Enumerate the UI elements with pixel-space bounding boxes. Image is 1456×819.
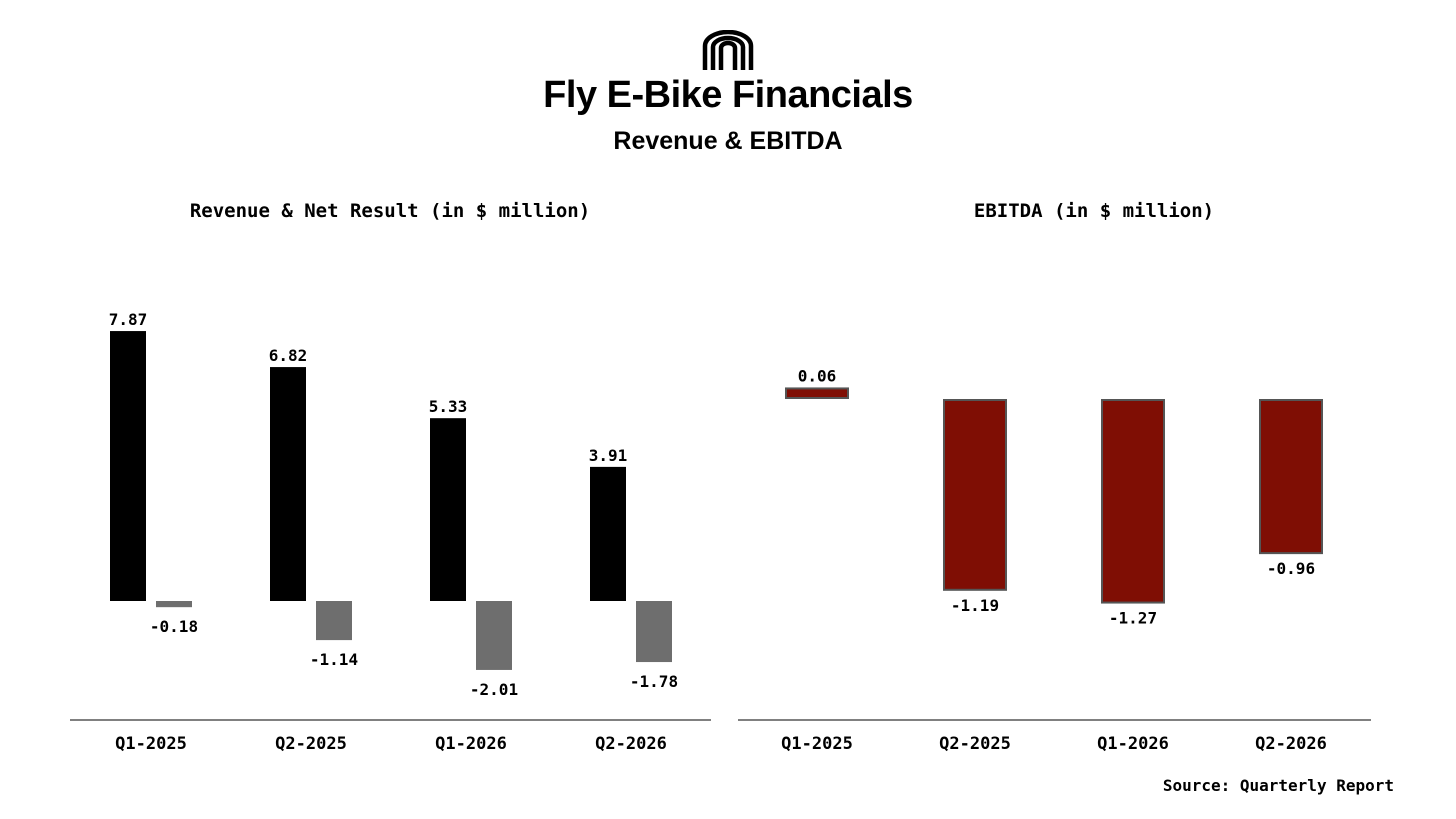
x-tick-label-q1-2026: Q1-2026	[1097, 734, 1169, 754]
ebitda-bar-q1-2025	[785, 387, 849, 399]
x-tick-label-q1-2025: Q1-2025	[115, 734, 187, 754]
ebitda-chart-title: EBITDA (in $ million)	[973, 200, 1215, 222]
revenue-bar-q1-2025	[110, 331, 146, 601]
revenue-label-q2-2025: 6.82	[269, 346, 308, 365]
net-result-bar-q1-2026	[476, 601, 512, 670]
x-tick-label-q2-2026: Q2-2026	[1255, 734, 1327, 754]
revenue-chart-title: Revenue & Net Result (in $ million)	[189, 200, 591, 222]
x-tick-label-q1-2026: Q1-2026	[435, 734, 507, 754]
ebitda-label-q2-2025: -1.19	[951, 596, 999, 615]
ebitda-label-q2-2026: -0.96	[1267, 559, 1315, 578]
net-result-label-q2-2026: -1.78	[630, 672, 678, 691]
net-result-bar-q2-2026	[636, 601, 672, 663]
ebitda-label-q1-2026: -1.27	[1109, 609, 1157, 628]
net-result-bar-q2-2025	[316, 601, 352, 641]
ebitda-bar-q1-2026	[1101, 399, 1165, 604]
page-subtitle: Revenue & EBITDA	[613, 127, 843, 155]
revenue-bar-q2-2025	[270, 367, 306, 601]
net-result-bar-q1-2025	[156, 601, 192, 608]
brand-logo-icon	[702, 30, 754, 70]
revenue-bar-q1-2026	[430, 418, 466, 601]
revenue-net-result-chart: 7.87 -0.18 Q1-2025 6.82 -1.14 Q2-2025 5.33 -2.0…	[70, 310, 711, 754]
x-tick-label-q2-2025: Q2-2025	[939, 734, 1011, 754]
revenue-label-q1-2026: 5.33	[429, 397, 468, 416]
x-tick-label-q2-2025: Q2-2025	[275, 734, 347, 754]
net-result-label-q2-2025: -1.14	[310, 650, 358, 669]
revenue-label-q2-2026: 3.91	[589, 446, 628, 465]
revenue-bar-q2-2026	[590, 466, 626, 601]
net-result-label-q1-2026: -2.01	[470, 680, 518, 699]
page-title: Fly E-Bike Financials	[543, 74, 913, 116]
revenue-label-q1-2025: 7.87	[109, 310, 148, 329]
x-tick-label-q1-2025: Q1-2025	[781, 734, 853, 754]
ebitda-bar-q2-2026	[1259, 399, 1323, 555]
ebitda-bar-q2-2025	[943, 399, 1007, 591]
net-result-label-q1-2025: -0.18	[150, 617, 198, 636]
x-tick-label-q2-2026: Q2-2026	[595, 734, 667, 754]
source-note: Source: Quarterly Report	[1162, 776, 1394, 795]
ebitda-label-q1-2025: 0.06	[798, 366, 837, 385]
